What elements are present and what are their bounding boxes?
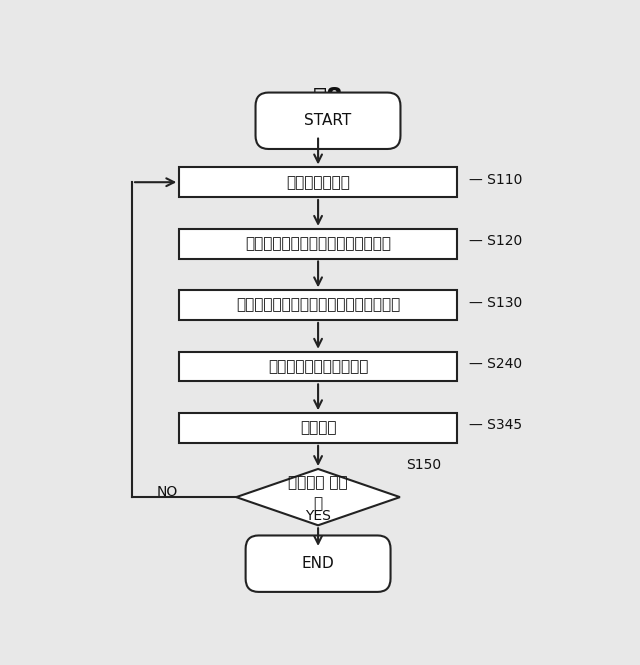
Polygon shape — [236, 469, 400, 525]
Text: — S110: — S110 — [469, 173, 523, 187]
Bar — [179, 290, 457, 320]
Bar — [179, 168, 457, 197]
Text: 車両が走行している走行車線を特定: 車両が走行している走行車線を特定 — [245, 236, 391, 251]
Text: エンジン オフ
？: エンジン オフ ？ — [288, 475, 348, 511]
Text: 運転支援: 運転支援 — [300, 420, 337, 436]
Text: — S120: — S120 — [469, 234, 523, 248]
Text: END: END — [301, 556, 335, 571]
Text: START: START — [305, 113, 351, 128]
FancyBboxPatch shape — [246, 535, 390, 592]
Text: YES: YES — [305, 509, 331, 523]
Text: S150: S150 — [406, 458, 442, 472]
Text: — S345: — S345 — [469, 418, 522, 432]
Bar — [179, 229, 457, 259]
Text: — S130: — S130 — [469, 295, 523, 309]
Text: 走行車線と対応づけられた信号機を特定: 走行車線と対応づけられた信号機を特定 — [236, 298, 400, 313]
Text: 図8: 図8 — [313, 86, 343, 110]
Text: 現在位置を特定: 現在位置を特定 — [286, 175, 350, 190]
Text: 信号機の表示内容を認識: 信号機の表示内容を認識 — [268, 359, 368, 374]
FancyBboxPatch shape — [255, 92, 401, 149]
Text: NO: NO — [156, 485, 177, 499]
Bar — [179, 413, 457, 443]
Text: — S240: — S240 — [469, 357, 522, 371]
Bar — [179, 352, 457, 382]
